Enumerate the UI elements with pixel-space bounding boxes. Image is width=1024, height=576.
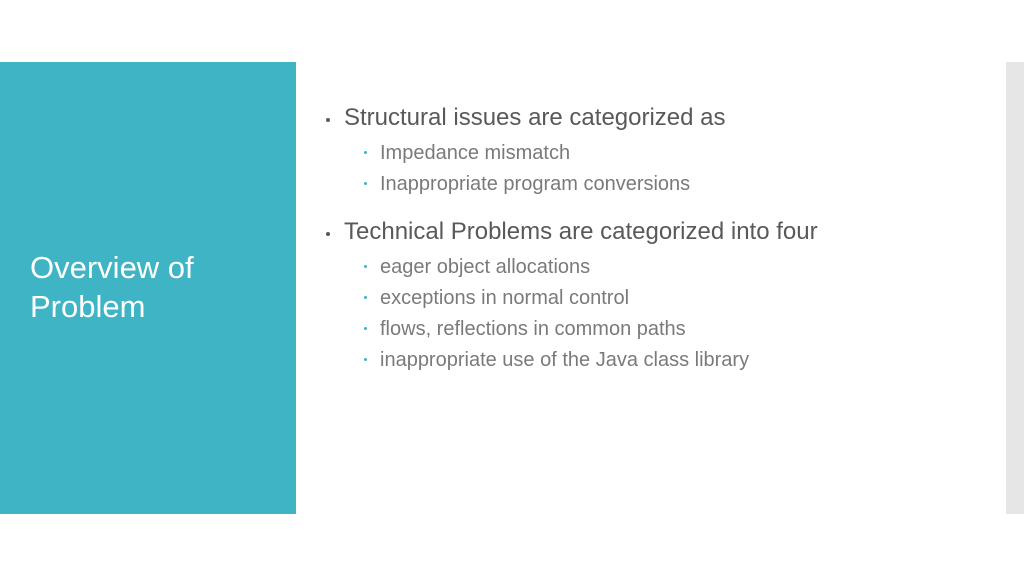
content-area: Structural issues are categorized as Impe… (326, 104, 976, 394)
bullet-level-2: Impedance mismatch (364, 138, 976, 169)
bullet-level-2: inappropriate use of the Java class libr… (364, 345, 976, 376)
bullet-level-2: flows, reflections in common paths (364, 314, 976, 345)
slide: Overview of Problem Structural issues ar… (0, 0, 1024, 576)
bullet-level-2: eager object allocations (364, 252, 976, 283)
bullet-level-1: Structural issues are categorized as (326, 104, 976, 132)
right-accent-bar (1006, 62, 1024, 514)
bullet-level-2: exceptions in normal control (364, 283, 976, 314)
slide-title: Overview of Problem (30, 249, 276, 327)
bullet-level-2: Inappropriate program conversions (364, 169, 976, 200)
sub-list: eager object allocations exceptions in n… (364, 252, 976, 376)
title-panel: Overview of Problem (0, 62, 296, 514)
bullet-level-1: Technical Problems are categorized into … (326, 218, 976, 246)
sub-list: Impedance mismatchInappropriate program … (364, 138, 976, 200)
